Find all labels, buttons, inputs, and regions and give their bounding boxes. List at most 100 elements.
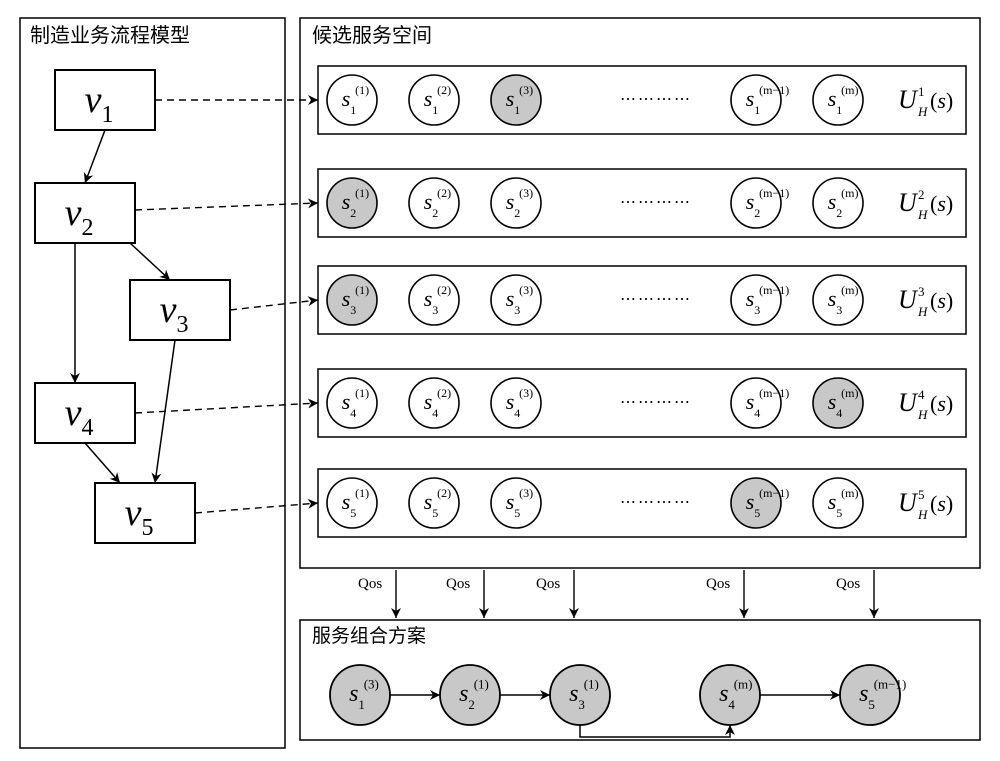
utility-label: U <box>898 188 919 217</box>
qos-arrows: Qos Qos Qos Qos Qos <box>358 570 874 618</box>
qos-label: Qos <box>358 576 382 592</box>
svg-text:(1): (1) <box>355 386 369 400</box>
service-node <box>409 75 459 125</box>
svg-text:(3): (3) <box>519 83 533 97</box>
service-node <box>409 478 459 528</box>
svg-text:(1): (1) <box>355 283 369 297</box>
process-node-v5: v5 <box>95 483 195 543</box>
ellipsis: ⋯⋯⋯⋯ <box>620 494 692 511</box>
service-row-3: s3(1)s3(2)s3(3)s3(m−1)s3(m)⋯⋯⋯⋯UH3(s) <box>318 266 966 334</box>
service-node <box>491 75 541 125</box>
svg-text:(3): (3) <box>519 386 533 400</box>
process-node-v4: v4 <box>35 383 135 443</box>
right-panel-title: 候选服务空间 <box>312 24 432 47</box>
left-panel-title: 制造业务流程模型 <box>30 24 190 47</box>
svg-text:H: H <box>917 304 928 319</box>
service-node <box>327 275 377 325</box>
service-row-4: s4(1)s4(2)s4(3)s4(m−1)s4(m)⋯⋯⋯⋯UH4(s) <box>318 369 966 437</box>
qos-label: Qos <box>446 576 470 592</box>
svg-text:3: 3 <box>918 284 925 299</box>
svg-text:(2): (2) <box>437 83 451 97</box>
svg-text:(2): (2) <box>437 186 451 200</box>
qos-label: Qos <box>536 576 560 592</box>
svg-text:(m−1): (m−1) <box>759 283 789 297</box>
ellipsis: ⋯⋯⋯⋯ <box>620 91 692 108</box>
svg-text:(3): (3) <box>364 676 379 691</box>
svg-text:(2): (2) <box>437 386 451 400</box>
svg-text:4: 4 <box>918 387 925 402</box>
svg-text:(3): (3) <box>519 283 533 297</box>
svg-text:(m): (m) <box>841 83 858 97</box>
svg-text:1: 1 <box>918 84 925 99</box>
service-node <box>327 478 377 528</box>
svg-text:H: H <box>917 207 928 222</box>
utility-label: U <box>898 85 919 114</box>
ellipsis: ⋯⋯⋯⋯ <box>620 394 692 411</box>
svg-text:(1): (1) <box>355 486 369 500</box>
svg-text:H: H <box>917 104 928 119</box>
svg-text:(2): (2) <box>437 283 451 297</box>
process-node-v2: v2 <box>35 183 135 243</box>
service-row-5: s5(1)s5(2)s5(3)s5(m−1)s5(m)⋯⋯⋯⋯UH5(s) <box>318 469 966 537</box>
svg-text:5: 5 <box>918 487 925 502</box>
selected-service-node <box>440 665 500 725</box>
service-node <box>327 75 377 125</box>
svg-text:(m−1): (m−1) <box>759 486 789 500</box>
service-row-1: s1(1)s1(2)s1(3)s1(m−1)s1(m)⋯⋯⋯⋯UH1(s) <box>318 66 966 134</box>
utility-label: U <box>898 285 919 314</box>
service-node <box>491 478 541 528</box>
svg-text:(s): (s) <box>930 391 953 416</box>
selected-service-node <box>840 665 900 725</box>
mapping-arrow <box>135 403 318 413</box>
ellipsis: ⋯⋯⋯⋯ <box>620 291 692 308</box>
svg-text:2: 2 <box>918 187 925 202</box>
svg-text:(m−1): (m−1) <box>759 186 789 200</box>
utility-label: U <box>898 388 919 417</box>
ellipsis: ⋯⋯⋯⋯ <box>620 194 692 211</box>
svg-text:(m): (m) <box>841 386 858 400</box>
svg-text:(m): (m) <box>734 676 753 691</box>
svg-text:(1): (1) <box>584 676 599 691</box>
service-node <box>327 378 377 428</box>
service-row-2: s2(1)s2(2)s2(3)s2(m−1)s2(m)⋯⋯⋯⋯UH2(s) <box>318 169 966 237</box>
svg-text:H: H <box>917 507 928 522</box>
svg-text:(m−1): (m−1) <box>759 386 789 400</box>
svg-text:(m): (m) <box>841 186 858 200</box>
svg-text:(3): (3) <box>519 186 533 200</box>
svg-text:(s): (s) <box>930 288 953 313</box>
service-node <box>327 178 377 228</box>
svg-text:(3): (3) <box>519 486 533 500</box>
svg-text:(s): (s) <box>930 491 953 516</box>
svg-text:(1): (1) <box>474 676 489 691</box>
svg-text:(m−1): (m−1) <box>874 676 907 691</box>
svg-text:(1): (1) <box>355 83 369 97</box>
svg-text:(m): (m) <box>841 486 858 500</box>
svg-text:(s): (s) <box>930 191 953 216</box>
qos-label: Qos <box>706 576 730 592</box>
process-node-v3: v3 <box>130 280 230 340</box>
svg-text:(2): (2) <box>437 486 451 500</box>
candidate-service-space: 候选服务空间s1(1)s1(2)s1(3)s1(m−1)s1(m)⋯⋯⋯⋯UH1… <box>300 18 980 568</box>
svg-text:(s): (s) <box>930 88 953 113</box>
qos-label: Qos <box>836 576 860 592</box>
service-node <box>409 178 459 228</box>
service-node <box>409 275 459 325</box>
utility-label: U <box>898 488 919 517</box>
svg-text:(m): (m) <box>841 283 858 297</box>
service-node <box>409 378 459 428</box>
svg-text:(1): (1) <box>355 186 369 200</box>
composition-scheme: 服务组合方案s1(3)s2(1)s3(1)s4(m)s5(m−1) <box>300 620 980 740</box>
selected-service-node <box>550 665 610 725</box>
mapping-arrow <box>230 300 318 310</box>
svg-text:H: H <box>917 407 928 422</box>
process-node-v1: v1 <box>55 70 155 130</box>
left-panel: 制造业务流程模型 v1 v2 v3 v4 v5 <box>20 18 285 748</box>
mapping-arrow <box>135 203 318 210</box>
svg-text:(m−1): (m−1) <box>759 83 789 97</box>
service-node <box>491 275 541 325</box>
bottom-panel-title: 服务组合方案 <box>312 625 426 647</box>
service-node <box>491 378 541 428</box>
service-node <box>491 178 541 228</box>
selected-service-node <box>330 665 390 725</box>
selected-service-node <box>700 665 760 725</box>
